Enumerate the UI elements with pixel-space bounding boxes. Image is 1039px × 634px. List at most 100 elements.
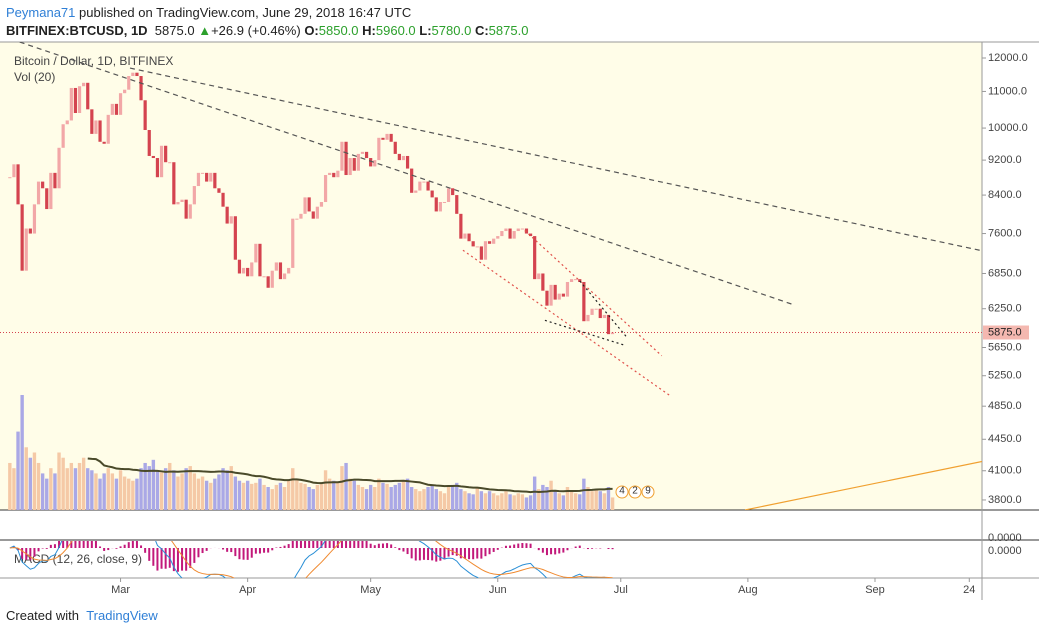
macd-hist (455, 548, 458, 556)
trend-line (544, 319, 626, 346)
macd-hist (607, 548, 610, 549)
macd-hist (135, 541, 138, 548)
footer: Created with TradingView (6, 608, 158, 623)
open: 5850.0 (318, 23, 359, 38)
volume-bar (69, 462, 74, 510)
symbol: BITFINEX:BTCUSD, 1D (6, 23, 148, 38)
volume-bar (471, 494, 475, 510)
volume-bar (463, 491, 467, 510)
candle (451, 188, 455, 196)
macd-hist (521, 543, 524, 548)
volume-bar (512, 495, 516, 510)
x-tick-label: Jun (489, 584, 507, 596)
header: Peymana71 published on TradingView.com, … (6, 4, 528, 40)
x-tick-label: Mar (111, 584, 130, 596)
volume-bar (286, 480, 291, 510)
volume-bar (344, 462, 348, 510)
x-tick-label: May (360, 584, 381, 596)
macd-hist (115, 548, 118, 549)
candle (377, 137, 381, 161)
macd-hist (156, 548, 159, 571)
macd-hist (611, 548, 614, 550)
candle (606, 314, 611, 335)
x-tick-label: Jul (614, 584, 628, 596)
candle (61, 124, 65, 148)
candle (155, 158, 160, 178)
candle (438, 202, 442, 212)
macd-hist (308, 541, 311, 548)
macd-hist (49, 544, 52, 548)
candle (168, 162, 172, 164)
candle (487, 241, 492, 244)
macd-hist (62, 541, 65, 548)
candle (549, 284, 553, 306)
candle (405, 155, 410, 169)
candle (147, 129, 151, 156)
volume-bar (102, 473, 106, 510)
candle (315, 206, 319, 219)
volume-bar (254, 482, 258, 510)
candle (8, 177, 12, 179)
volume-bar (541, 484, 545, 510)
brand[interactable]: TradingView (86, 608, 158, 623)
candle (69, 87, 73, 121)
candle (561, 293, 565, 297)
volume-bar (266, 487, 270, 510)
candle (41, 181, 45, 189)
macd-hist (197, 548, 200, 558)
volume-bar (336, 482, 340, 510)
candle (192, 186, 196, 205)
macd-hist (381, 543, 384, 548)
macd-hist (463, 548, 466, 559)
volume-title: Vol (20) (14, 70, 55, 84)
volume-bar (319, 482, 324, 510)
arrow: ▲ (198, 23, 212, 38)
macd-hist (402, 548, 405, 552)
candle (233, 216, 237, 260)
pane-axis-label: 0.0000 (988, 532, 1022, 544)
macd-hist (566, 548, 569, 551)
macd-hist (21, 548, 24, 560)
macd-hist (328, 541, 331, 548)
x-tick-label: 24 (963, 584, 975, 596)
candle (389, 133, 393, 142)
macd-hist (246, 548, 249, 560)
candle (131, 72, 135, 77)
macd-hist (324, 541, 327, 548)
macd-hist (148, 548, 151, 561)
macd-hist (172, 548, 175, 572)
volume-bar (565, 487, 570, 510)
macd-hist (443, 548, 446, 560)
event-label: 9 (645, 486, 651, 497)
volume-bar (53, 473, 57, 510)
candle (545, 290, 549, 306)
volume-bar (81, 457, 86, 510)
author[interactable]: Peymana71 (6, 5, 76, 20)
volume-bar (229, 466, 233, 510)
candle (118, 93, 123, 115)
created: Created with (6, 608, 79, 623)
volume-bar (590, 491, 594, 510)
volume-bar (315, 484, 320, 510)
volume-bar (196, 478, 201, 510)
macd-hist (312, 541, 315, 548)
macd-hist (353, 541, 356, 548)
volume-bar (77, 462, 82, 510)
candle (397, 153, 401, 161)
volume-bar (90, 470, 94, 510)
macd-hist (222, 548, 225, 550)
volume-bar (73, 468, 78, 510)
volume-bar (557, 493, 561, 510)
candle (254, 243, 258, 263)
candle (65, 120, 69, 125)
macd-hist (279, 546, 282, 548)
macd-hist (119, 546, 122, 548)
volume-bar (213, 478, 217, 510)
candle (393, 141, 397, 154)
volume-bar (237, 480, 242, 510)
volume-bar (442, 493, 447, 510)
y-tick-label: 12000.0 (988, 52, 1028, 64)
volume-bar (323, 470, 328, 510)
candle (200, 172, 205, 174)
candle (188, 204, 192, 219)
